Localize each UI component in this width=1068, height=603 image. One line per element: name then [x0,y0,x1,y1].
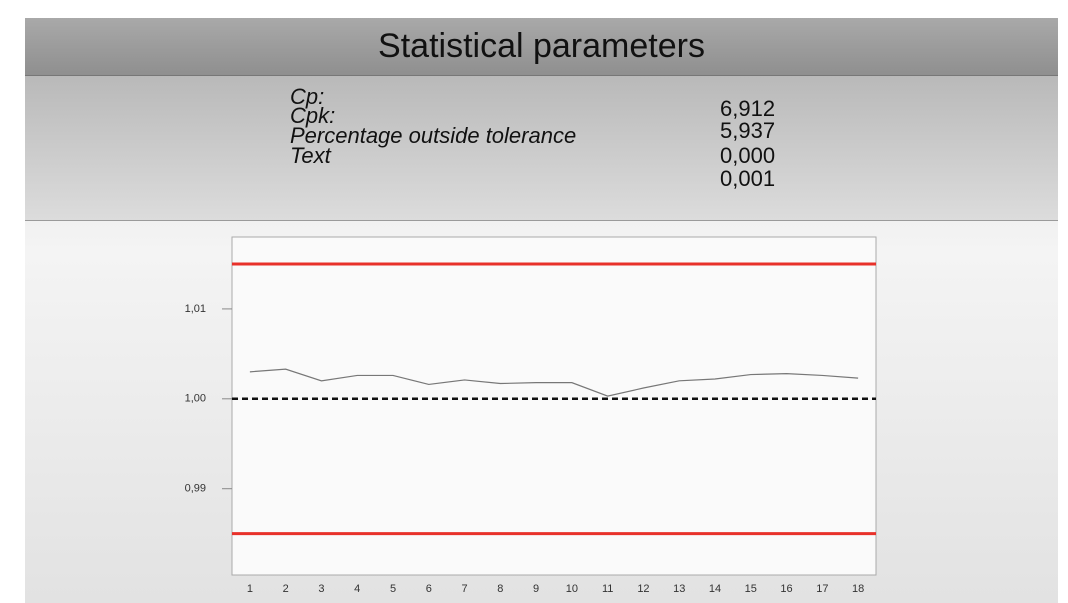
x-tick-label: 9 [533,583,539,595]
stat-value: 5,937 [720,118,776,143]
panel-title: Statistical parameters [25,18,1058,76]
x-tick-label: 18 [852,583,864,595]
x-tick-label: 13 [673,583,685,595]
x-tick-label: 2 [283,583,289,595]
x-tick-label: 8 [497,583,503,595]
x-tick-label: 4 [354,583,360,595]
stats-block: Cp: Cpk: Percentage outside tolerance Te… [25,76,1058,221]
stat-value: 0,001 [720,166,776,191]
stat-value: 0,000 [720,143,776,168]
x-tick-label: 10 [566,583,578,595]
y-tick-label: 1,00 [185,393,206,405]
x-tick-label: 3 [318,583,324,595]
plot-area [231,236,877,576]
y-tick-label: 1,01 [185,303,206,315]
x-tick-label: 14 [709,583,721,595]
data-line [249,368,859,397]
stat-label: Cp: [290,84,325,109]
y-tick-label: 0,99 [185,483,206,495]
stat-label: Cpk: [290,103,336,128]
x-tick-label: 11 [602,583,613,595]
stat-label: Text [290,143,331,168]
x-tick-label: 16 [780,583,792,595]
x-tick-label: 6 [426,583,432,595]
stat-label: Percentage outside tolerance [290,123,577,148]
stat-value: 6,912 [720,96,776,121]
x-tick-label: 17 [816,583,828,595]
x-tick-label: 5 [390,583,396,595]
x-tick-label: 15 [745,583,757,595]
x-tick-label: 12 [637,583,649,595]
x-tick-label: 7 [461,583,467,595]
x-tick-label: 1 [247,583,253,595]
